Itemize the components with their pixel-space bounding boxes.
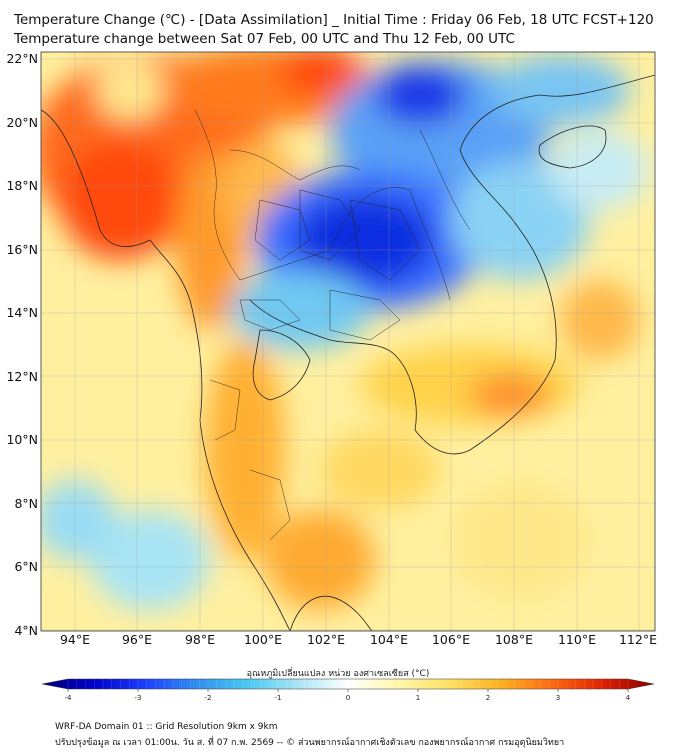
lat-label: 6°N [14,559,38,574]
pale-region-hainan [550,130,650,210]
lat-label: 4°N [14,623,38,638]
warm-core-north [280,52,360,95]
warm-region-peninsula [205,340,285,560]
footer-model-info: WRF-DA Domain 01 :: Grid Resolution 9km … [55,722,278,732]
colorbar-ticks: -4 -3 -2 -1 0 1 2 3 4 [65,679,631,702]
warm-region-malaysia [265,510,375,610]
cool-region-west [41,480,115,560]
lat-label: 8°N [14,496,38,511]
pale-region-nw [95,60,165,120]
colorbar-tick-label: 3 [556,694,560,702]
colorbar-tick-label: -3 [135,694,142,702]
warm-core-cambodia [470,375,550,415]
lat-label: 12°N [6,369,38,384]
colorbar-tick-label: -2 [205,694,212,702]
pale-region-south [450,480,590,600]
map-title: Temperature Change (℃) - [Data Assimilat… [14,12,654,28]
lon-label: 104°E [370,632,408,647]
cold-core-north [375,65,465,125]
colorbar-tick-label: 1 [416,694,420,702]
cool-region-northeast [490,55,630,125]
temperature-field [41,52,655,631]
colorbar-tick-label: -1 [275,694,282,702]
longitude-axis: 94°E 96°E 98°E 100°E 102°E 104°E 106°E 1… [60,632,657,647]
colorbar-tick-label: 4 [626,694,631,702]
lon-label: 106°E [432,632,470,647]
map-subtitle: Temperature change between Sat 07 Feb, 0… [14,31,515,47]
yellow-region-gulf [320,430,440,510]
colorbar-tick-label: 2 [486,694,490,702]
lat-label: 20°N [6,115,38,130]
warm-region-sea [560,280,640,360]
lat-label: 16°N [6,242,38,257]
colorbar-tick-label: 0 [346,694,350,702]
cool-region-andaman [90,510,210,610]
footer-credit: ปรับปรุงข้อมูล ณ เวลา 01:00น. วัน ส. ที่… [55,738,565,748]
cold-core-main [295,195,435,285]
hainan-island [538,125,607,169]
lon-label: 112°E [619,632,657,647]
lon-label: 108°E [495,632,533,647]
lat-label: 14°N [6,305,38,320]
lon-label: 102°E [307,632,345,647]
lat-label: 18°N [6,178,38,193]
lon-label: 96°E [122,632,152,647]
warm-core-myanmar [60,140,180,260]
colorbar: -4 -3 -2 -1 0 1 2 3 4 [41,678,655,702]
coastlines [41,74,655,631]
cool-region-central [230,270,370,350]
lon-label: 110°E [558,632,596,647]
latitude-axis: 4°N 6°N 8°N 10°N 12°N 14°N 16°N 18°N 20°… [6,51,38,638]
graticule [41,52,655,631]
warm-region-cambodia [360,345,580,425]
lon-label: 98°E [185,632,215,647]
colorbar-tick-label: -4 [65,694,73,702]
lon-label: 100°E [244,632,282,647]
colorbar-title: อุณหภูมิเปลี่ยนแปลง หน่วย องศาเซลเซียส (… [246,669,430,679]
lat-label: 10°N [6,432,38,447]
map-frame [40,51,656,632]
lat-label: 22°N [6,51,38,66]
lon-label: 94°E [60,632,90,647]
